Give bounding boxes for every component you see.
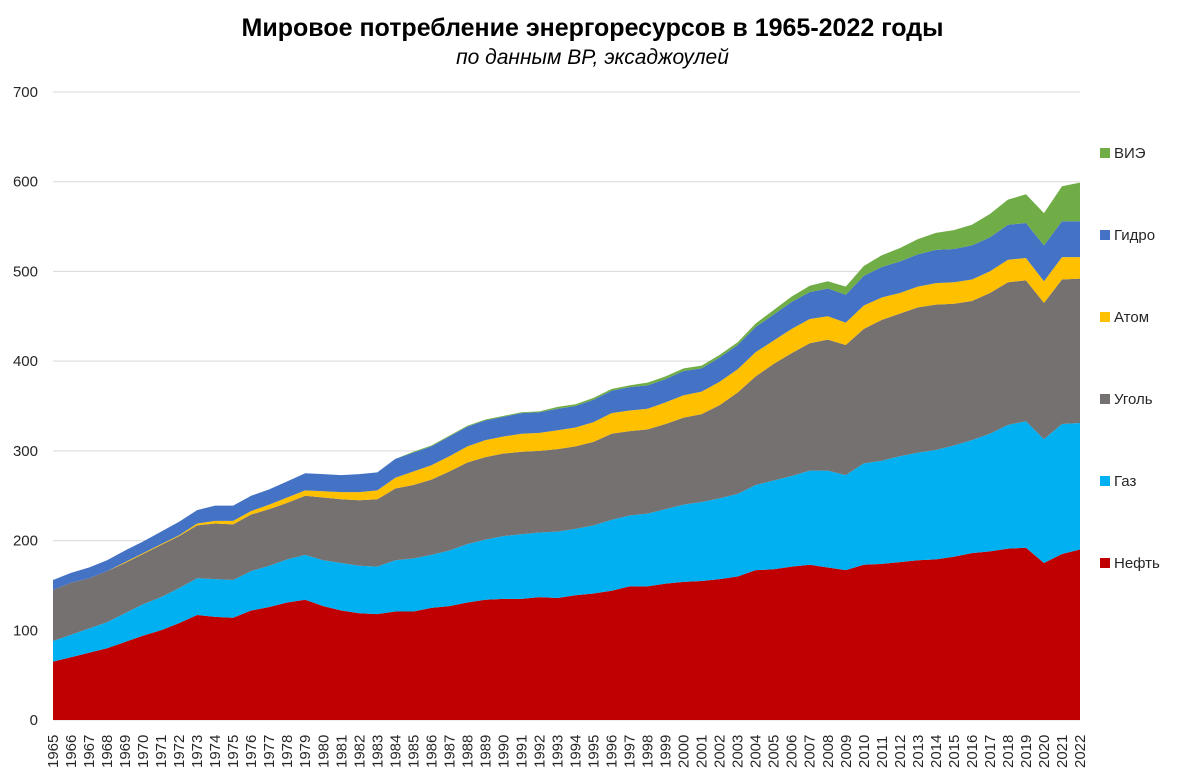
x-tick-label: 2022 bbox=[1072, 735, 1089, 768]
x-tick-label: 2018 bbox=[1000, 735, 1017, 768]
y-tick-label: 400 bbox=[13, 353, 38, 370]
x-tick-label: 1975 bbox=[225, 735, 242, 768]
x-tick-label: 1997 bbox=[622, 735, 639, 768]
x-axis-ticks: 1965 1966 1967 1968 1969 1970 1971 1972 1973 1974… bbox=[45, 735, 1089, 768]
x-tick-label: 1967 bbox=[81, 735, 98, 768]
x-tick-label: 1970 bbox=[135, 735, 152, 768]
legend-swatch bbox=[1100, 148, 1110, 158]
chart-subtitle: по данным BP, эксаджоулей bbox=[456, 46, 729, 69]
x-tick-label: 2008 bbox=[820, 735, 837, 768]
x-tick-label: 1980 bbox=[315, 735, 332, 768]
x-tick-label: 1996 bbox=[604, 735, 621, 768]
area-series-4 bbox=[53, 221, 1080, 590]
x-tick-label: 1969 bbox=[117, 735, 134, 768]
x-tick-label: 1981 bbox=[333, 735, 350, 768]
legend-swatch bbox=[1100, 476, 1110, 486]
y-tick-label: 300 bbox=[13, 443, 38, 460]
x-tick-label: 2004 bbox=[748, 735, 765, 768]
x-tick-label: 2003 bbox=[730, 735, 747, 768]
x-tick-label: 1973 bbox=[189, 735, 206, 768]
y-tick-label: 200 bbox=[13, 533, 38, 550]
x-tick-label: 2000 bbox=[676, 735, 693, 768]
x-tick-label: 1990 bbox=[495, 735, 512, 768]
x-tick-label: 1995 bbox=[586, 735, 603, 768]
x-tick-label: 2005 bbox=[766, 735, 783, 768]
legend-swatch bbox=[1100, 230, 1110, 240]
x-tick-label: 1984 bbox=[387, 735, 404, 768]
x-tick-label: 1998 bbox=[640, 735, 657, 768]
x-tick-label: 1972 bbox=[171, 735, 188, 768]
y-tick-label: 700 bbox=[13, 84, 38, 101]
x-tick-label: 1976 bbox=[243, 735, 260, 768]
x-tick-label: 1987 bbox=[441, 735, 458, 768]
x-tick-label: 1968 bbox=[99, 735, 116, 768]
x-tick-label: 2013 bbox=[910, 735, 927, 768]
x-tick-label: 2006 bbox=[784, 735, 801, 768]
x-tick-label: 1989 bbox=[477, 735, 494, 768]
x-tick-label: 1992 bbox=[531, 735, 548, 768]
y-tick-label: 100 bbox=[13, 622, 38, 639]
x-tick-label: 2017 bbox=[982, 735, 999, 768]
area-series bbox=[53, 182, 1080, 720]
area-series-3 bbox=[53, 257, 1080, 590]
legend-label: Нефть bbox=[1114, 555, 1160, 572]
x-tick-label: 1986 bbox=[423, 735, 440, 768]
legend: ВИЭ Гидро Атом Уголь Газ Нефть bbox=[1100, 145, 1160, 572]
legend-swatch bbox=[1100, 558, 1110, 568]
x-tick-label: 2011 bbox=[874, 736, 891, 768]
x-tick-label: 2009 bbox=[838, 735, 855, 768]
x-tick-label: 1974 bbox=[207, 735, 224, 768]
legend-swatch bbox=[1100, 312, 1110, 322]
legend-swatch bbox=[1100, 394, 1110, 404]
x-tick-label: 1983 bbox=[369, 735, 386, 768]
area-series-2 bbox=[53, 278, 1080, 642]
y-tick-label: 600 bbox=[13, 174, 38, 191]
x-tick-label: 1982 bbox=[351, 735, 368, 768]
x-tick-label: 1993 bbox=[549, 735, 566, 768]
x-tick-label: 2015 bbox=[946, 735, 963, 768]
x-tick-label: 2019 bbox=[1018, 735, 1035, 768]
x-tick-label: 2012 bbox=[892, 735, 909, 768]
legend-label: ВИЭ bbox=[1114, 145, 1146, 162]
chart-title: Мировое потребление энергоресурсов в 196… bbox=[241, 14, 944, 42]
x-tick-label: 2002 bbox=[712, 735, 729, 768]
legend-label: Газ bbox=[1114, 473, 1136, 490]
x-tick-label: 1991 bbox=[513, 735, 530, 768]
x-tick-label: 1988 bbox=[459, 735, 476, 768]
y-axis-ticks: 0 100 200 300 400 500 600 700 bbox=[13, 84, 38, 729]
x-tick-label: 1979 bbox=[297, 735, 314, 768]
area-series-1 bbox=[53, 421, 1080, 662]
legend-label: Атом bbox=[1114, 309, 1149, 326]
x-tick-label: 1978 bbox=[279, 735, 296, 768]
legend-label: Гидро bbox=[1114, 227, 1155, 244]
x-tick-label: 2014 bbox=[928, 735, 945, 768]
x-tick-label: 2016 bbox=[964, 735, 981, 768]
x-tick-label: 2007 bbox=[802, 735, 819, 768]
x-tick-label: 1999 bbox=[658, 735, 675, 768]
y-tick-label: 500 bbox=[13, 263, 38, 280]
x-tick-label: 2020 bbox=[1036, 735, 1053, 768]
x-tick-label: 1994 bbox=[568, 735, 585, 768]
x-tick-label: 2021 bbox=[1054, 735, 1071, 768]
x-tick-label: 1977 bbox=[261, 735, 278, 768]
area-series-0 bbox=[53, 547, 1080, 720]
x-tick-label: 2001 bbox=[694, 735, 711, 768]
y-tick-label: 0 bbox=[30, 712, 38, 729]
x-tick-label: 1985 bbox=[405, 735, 422, 768]
x-tick-label: 2010 bbox=[856, 735, 873, 768]
x-tick-label: 1965 bbox=[45, 735, 62, 768]
x-tick-label: 1966 bbox=[63, 735, 80, 768]
area-series-5 bbox=[53, 182, 1080, 581]
x-tick-label: 1971 bbox=[153, 735, 170, 768]
legend-label: Уголь bbox=[1114, 391, 1153, 408]
